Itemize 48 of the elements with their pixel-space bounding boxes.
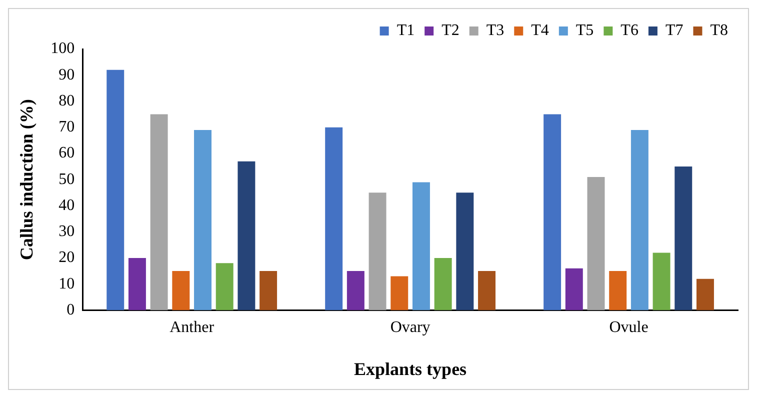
- bar: [238, 161, 256, 310]
- bar: [696, 278, 714, 310]
- bar: [630, 130, 648, 310]
- y-tick-label: 90: [58, 66, 75, 84]
- x-axis-title: Explants types: [354, 358, 467, 379]
- bar: [390, 276, 408, 310]
- bar: [652, 252, 670, 310]
- bar: [128, 258, 146, 310]
- y-tick-label: 60: [58, 144, 75, 162]
- legend-label: T3: [486, 22, 504, 40]
- legend-label: T2: [442, 22, 460, 40]
- y-tick-label: 70: [58, 118, 75, 136]
- legend-label: T8: [710, 22, 728, 40]
- bar: [260, 271, 278, 310]
- bar: [565, 268, 583, 310]
- bar: [172, 271, 190, 310]
- bar: [368, 192, 386, 310]
- bar: [325, 127, 343, 310]
- y-tick-label: 40: [58, 196, 75, 214]
- bar: [194, 130, 212, 310]
- bar: [674, 166, 692, 310]
- y-axis-title: Callus induction (%): [16, 99, 36, 260]
- legend-label: T5: [576, 22, 594, 40]
- bar: [587, 176, 605, 310]
- bar: [412, 182, 430, 310]
- y-tick-label: 30: [58, 223, 75, 240]
- bar: [106, 70, 124, 310]
- bar: [609, 271, 627, 310]
- legend-label: T4: [531, 22, 549, 40]
- bar: [434, 258, 452, 310]
- bar: [544, 114, 562, 310]
- y-tick-label: 10: [58, 275, 75, 292]
- legend-label: T6: [620, 22, 638, 40]
- x-tick-label: Ovule: [609, 319, 648, 336]
- bar: [456, 192, 474, 310]
- y-tick-label: 50: [58, 170, 75, 188]
- x-tick-label: Ovary: [390, 319, 430, 336]
- x-tick-label: Anther: [170, 319, 215, 336]
- legend-label: T7: [665, 22, 684, 40]
- bar: [478, 271, 496, 310]
- y-tick-label: 0: [66, 301, 75, 318]
- y-tick-label: 20: [58, 249, 75, 266]
- y-tick-label: 80: [58, 92, 75, 110]
- bar: [346, 271, 364, 310]
- bar: [150, 114, 168, 310]
- bar: [216, 263, 234, 310]
- y-tick-label: 100: [50, 40, 75, 58]
- legend-label: T1: [396, 22, 415, 40]
